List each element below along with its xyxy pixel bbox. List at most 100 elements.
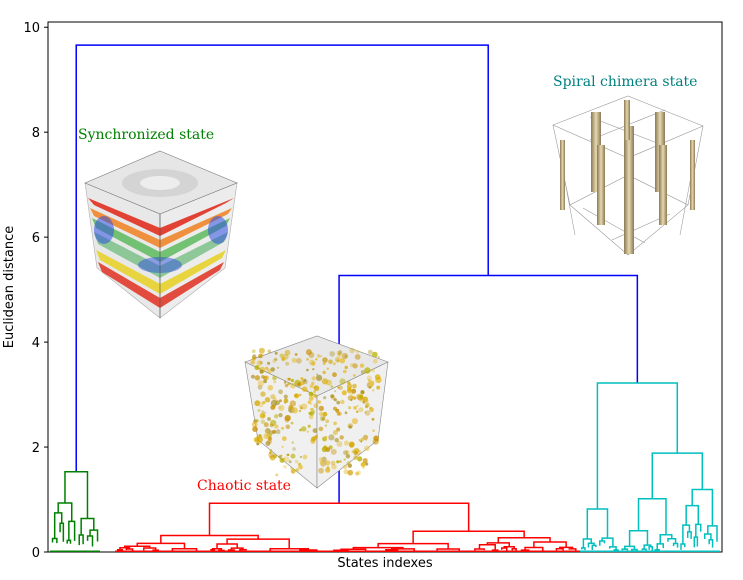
chaos-speck (342, 464, 348, 470)
chaos-speck (309, 401, 313, 405)
spiral-branch (708, 539, 714, 548)
spiral-branch (656, 543, 665, 550)
y-tick-label: 2 (32, 441, 40, 456)
chaos-speck (267, 349, 272, 354)
chaos-speck (336, 359, 340, 362)
chaos-speck (262, 414, 266, 418)
chaos-speck (344, 411, 348, 415)
chaos-speck (365, 462, 369, 466)
chaos-speck (283, 456, 290, 463)
chaos-speck (283, 398, 289, 404)
chaos-speck (330, 395, 336, 400)
y-tick-label: 10 (23, 21, 40, 36)
chaos-speck (298, 404, 302, 408)
chaos-speck (281, 357, 285, 361)
synchronized-branch (68, 520, 76, 541)
chaos-speck (270, 405, 276, 410)
chaos-speck (347, 469, 354, 476)
chaos-speck (355, 471, 359, 476)
spiral-branch (703, 533, 712, 540)
chaotic-branch (412, 530, 525, 544)
chaotic-branch (210, 549, 216, 551)
chaos-speck (265, 441, 271, 446)
chaos-speck (351, 450, 355, 454)
chaos-speck (297, 382, 302, 387)
chaos-speck (325, 419, 330, 424)
chaos-speck (345, 450, 350, 455)
chaos-speck (264, 429, 269, 434)
chaos-speck (322, 362, 326, 365)
chaos-speck (335, 408, 340, 413)
chaos-speck (360, 390, 365, 394)
spiral-branch (695, 523, 702, 538)
synchronized-branch (66, 539, 72, 544)
chaotic-branch (478, 543, 496, 551)
chaos-speck (336, 350, 342, 356)
chaos-speck (336, 427, 341, 432)
chaos-speck (362, 458, 368, 464)
chaos-speck (257, 401, 264, 408)
chaos-speck (349, 347, 355, 354)
chaos-speck (260, 419, 266, 425)
chaos-speck (298, 464, 303, 470)
chaos-speck (265, 428, 271, 434)
y-tick-label: 4 (32, 336, 40, 351)
chaos-speck (325, 379, 332, 386)
chaos-speck (315, 358, 318, 361)
chaos-speck (306, 358, 309, 361)
chaos-speck (369, 407, 374, 413)
chaos-speck (362, 400, 366, 404)
chaos-speck (278, 413, 283, 418)
chaos-speck (256, 360, 263, 366)
chaotic-branch (226, 538, 290, 549)
chaos-speck (311, 409, 316, 414)
chaos-speck (270, 399, 278, 407)
spiral-branch (582, 538, 593, 548)
chaos-speck (346, 461, 351, 466)
chaos-speck (339, 435, 344, 440)
chaos-speck (344, 355, 348, 358)
chaos-speck (364, 410, 371, 416)
chaos-speck (347, 387, 352, 392)
chaos-speck (269, 454, 276, 461)
chaos-speck (377, 439, 380, 442)
chaos-speck (287, 382, 290, 386)
chaos-speck (353, 451, 358, 456)
chaos-speck (352, 374, 356, 377)
synchronized-branch (59, 522, 65, 542)
chaos-speck (318, 467, 324, 474)
chaos-speck (280, 454, 283, 457)
chaos-speck (314, 394, 318, 399)
chaos-speck (339, 378, 346, 385)
chaos-speck (322, 411, 328, 417)
chaos-speck (250, 360, 255, 365)
chaos-speck (362, 434, 369, 440)
chaos-speck (345, 454, 351, 459)
chaos-speck (299, 455, 302, 459)
chaos-speck (326, 367, 329, 370)
spiral-branch (581, 547, 586, 551)
chaos-speck (331, 464, 337, 470)
chaos-speck (352, 383, 357, 389)
synchronized-branch (86, 535, 94, 547)
chaos-speck (285, 424, 291, 430)
chaos-speck (281, 436, 287, 442)
spiral-branch (599, 540, 606, 546)
chaos-speck (289, 400, 296, 407)
spiral-branch (651, 452, 704, 499)
chaos-speck (264, 411, 267, 414)
chaotic-branch (125, 548, 134, 551)
chaos-speck (348, 406, 352, 410)
chaos-speck (268, 451, 272, 455)
chaos-speck (313, 385, 320, 392)
chaos-speck (254, 365, 260, 371)
chaotic-branch (352, 546, 404, 550)
chaos-speck (274, 424, 279, 429)
spiral-branch (659, 533, 673, 544)
chaos-speck (365, 402, 370, 408)
synchronized-state-label: Synchronized state (78, 127, 214, 143)
chaos-speck (368, 380, 375, 387)
chaos-speck (251, 374, 255, 379)
chaos-speck (257, 380, 264, 387)
chaos-speck (344, 365, 348, 370)
